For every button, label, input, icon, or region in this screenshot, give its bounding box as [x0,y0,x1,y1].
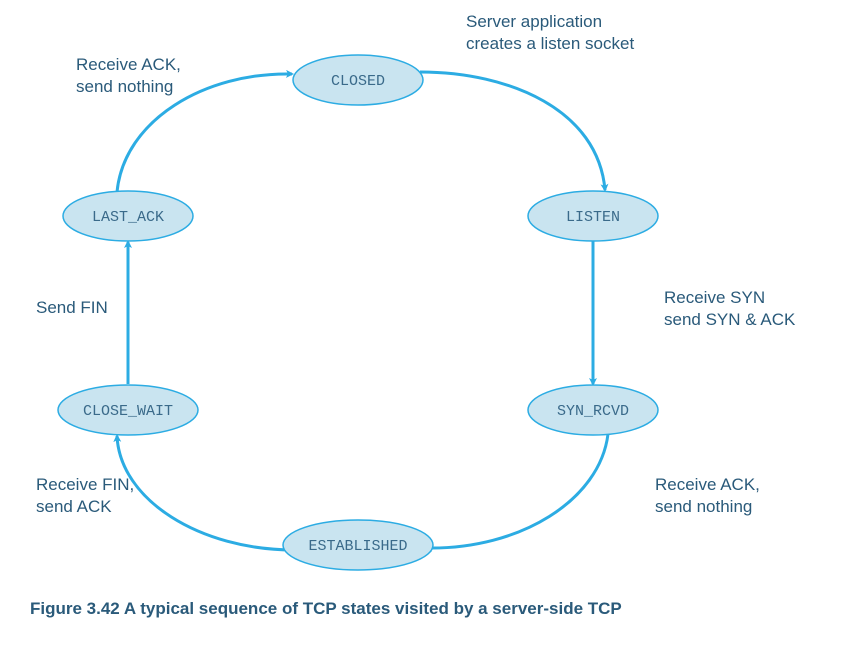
edge-synrcvd-to-established [426,434,608,548]
tcp-state-diagram: CLOSED LISTEN SYN_RCVD ESTABLISHED CLOSE… [0,0,845,645]
node-labels: CLOSED LISTEN SYN_RCVD ESTABLISHED CLOSE… [83,73,629,555]
edge-label-listen-synrcvd-1: Receive SYN [664,288,765,307]
edge-label-listen-synrcvd-2: send SYN & ACK [664,310,796,329]
edge-label-closed-listen-2: creates a listen socket [466,34,634,53]
label-closed: CLOSED [331,73,385,90]
edge-label-lastack-closed-1: Receive ACK, [76,55,181,74]
label-close-wait: CLOSE_WAIT [83,403,173,420]
label-established: ESTABLISHED [308,538,407,555]
nodes [58,55,658,570]
edges [117,72,608,550]
edge-label-synrcvd-est-1: Receive ACK, [655,475,760,494]
edge-label-closed-listen-1: Server application [466,12,602,31]
edge-closed-to-listen [420,72,605,190]
label-listen: LISTEN [566,209,620,226]
edge-label-synrcvd-est-2: send nothing [655,497,752,516]
edge-label-est-closewait-1: Receive FIN, [36,475,134,494]
label-last-ack: LAST_ACK [92,209,164,226]
edge-label-closewait-lastack-1: Send FIN [36,298,108,317]
label-syn-rcvd: SYN_RCVD [557,403,629,420]
edge-label-est-closewait-2: send ACK [36,497,112,516]
edge-established-to-closewait [117,436,294,550]
figure-caption: Figure 3.42 A typical sequence of TCP st… [30,599,622,618]
edge-label-lastack-closed-2: send nothing [76,77,173,96]
